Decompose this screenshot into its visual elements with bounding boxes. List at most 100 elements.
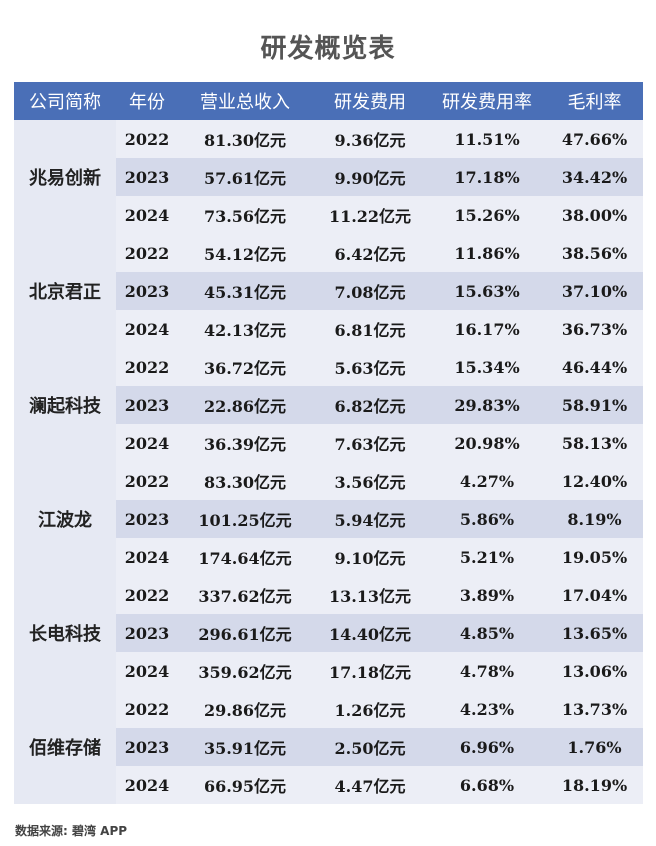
rd-ratio-cell: 17.18% [428, 158, 546, 196]
gross-margin-cell: 13.06% [546, 652, 643, 690]
table-row: 2024 36.39亿元 7.63亿元 20.98% 58.13% [14, 424, 643, 462]
revenue-cell: 35.91亿元 [178, 728, 312, 766]
rd-expense-cell: 6.82亿元 [312, 386, 428, 424]
table-row: 2023 101.25亿元 5.94亿元 5.86% 8.19% [14, 500, 643, 538]
header-rd-ratio: 研发费用率 [428, 82, 546, 120]
gross-margin-cell: 34.42% [546, 158, 643, 196]
revenue-cell: 36.39亿元 [178, 424, 312, 462]
year-cell: 2022 [116, 234, 178, 272]
year-cell: 2023 [116, 272, 178, 310]
header-rd-expense: 研发费用 [312, 82, 428, 120]
gross-margin-cell: 47.66% [546, 120, 643, 158]
gross-margin-cell: 18.19% [546, 766, 643, 804]
rd-ratio-cell: 15.26% [428, 196, 546, 234]
rd-expense-cell: 11.22亿元 [312, 196, 428, 234]
data-source-note: 数据来源: 碧湾 APP [15, 824, 128, 838]
table-row: 2023 45.31亿元 7.08亿元 15.63% 37.10% [14, 272, 643, 310]
revenue-cell: 81.30亿元 [178, 120, 312, 158]
rd-expense-cell: 7.63亿元 [312, 424, 428, 462]
rd-expense-cell: 7.08亿元 [312, 272, 428, 310]
rd-expense-cell: 5.63亿元 [312, 348, 428, 386]
year-cell: 2022 [116, 462, 178, 500]
rd-ratio-cell: 3.89% [428, 576, 546, 614]
revenue-cell: 36.72亿元 [178, 348, 312, 386]
header-revenue: 营业总收入 [178, 82, 312, 120]
gross-margin-cell: 17.04% [546, 576, 643, 614]
rd-ratio-cell: 4.27% [428, 462, 546, 500]
rd-ratio-cell: 11.86% [428, 234, 546, 272]
year-cell: 2022 [116, 690, 178, 728]
year-cell: 2022 [116, 348, 178, 386]
rd-expense-cell: 6.81亿元 [312, 310, 428, 348]
rd-ratio-cell: 11.51% [428, 120, 546, 158]
revenue-cell: 83.30亿元 [178, 462, 312, 500]
gross-margin-cell: 58.91% [546, 386, 643, 424]
rd-ratio-cell: 15.63% [428, 272, 546, 310]
company-name-cell: 长电科技 [14, 576, 116, 690]
table-row: 2024 73.56亿元 11.22亿元 15.26% 38.00% [14, 196, 643, 234]
company-name-cell: 澜起科技 [14, 348, 116, 462]
rd-ratio-cell: 15.34% [428, 348, 546, 386]
revenue-cell: 337.62亿元 [178, 576, 312, 614]
table-row: 2023 57.61亿元 9.90亿元 17.18% 34.42% [14, 158, 643, 196]
company-name-cell: 佰维存储 [14, 690, 116, 804]
gross-margin-cell: 1.76% [546, 728, 643, 766]
table-row: 澜起科技 2022 36.72亿元 5.63亿元 15.34% 46.44% [14, 348, 643, 462]
table-row: 江波龙 2022 83.30亿元 3.56亿元 4.27% 12.40% [14, 462, 643, 576]
year-cell: 2024 [116, 652, 178, 690]
table-row: 兆易创新 2022 81.30亿元 9.36亿元 11.51% 47.66% [14, 120, 643, 234]
gross-margin-cell: 13.65% [546, 614, 643, 652]
rd-expense-cell: 14.40亿元 [312, 614, 428, 652]
year-cell: 2023 [116, 158, 178, 196]
table-row: 2023 296.61亿元 14.40亿元 4.85% 13.65% [14, 614, 643, 652]
year-cell: 2022 [116, 576, 178, 614]
rd-ratio-cell: 20.98% [428, 424, 546, 462]
gross-margin-cell: 13.73% [546, 690, 643, 728]
gross-margin-cell: 12.40% [546, 462, 643, 500]
company-name-cell: 北京君正 [14, 234, 116, 348]
rd-ratio-cell: 29.83% [428, 386, 546, 424]
revenue-cell: 174.64亿元 [178, 538, 312, 576]
rd-ratio-cell: 16.17% [428, 310, 546, 348]
rd-expense-cell: 1.26亿元 [312, 690, 428, 728]
revenue-cell: 73.56亿元 [178, 196, 312, 234]
rd-ratio-cell: 6.68% [428, 766, 546, 804]
revenue-cell: 101.25亿元 [178, 500, 312, 538]
gross-margin-cell: 58.13% [546, 424, 643, 462]
revenue-cell: 22.86亿元 [178, 386, 312, 424]
revenue-cell: 54.12亿元 [178, 234, 312, 272]
revenue-cell: 66.95亿元 [178, 766, 312, 804]
table-row: 2023 35.91亿元 2.50亿元 6.96% 1.76% [14, 728, 643, 766]
gross-margin-cell: 37.10% [546, 272, 643, 310]
gross-margin-cell: 8.19% [546, 500, 643, 538]
revenue-cell: 296.61亿元 [178, 614, 312, 652]
rd-ratio-cell: 4.23% [428, 690, 546, 728]
revenue-cell: 359.62亿元 [178, 652, 312, 690]
rd-expense-cell: 3.56亿元 [312, 462, 428, 500]
year-cell: 2023 [116, 386, 178, 424]
gross-margin-cell: 46.44% [546, 348, 643, 386]
rd-expense-cell: 5.94亿元 [312, 500, 428, 538]
header-company: 公司简称 [14, 82, 116, 120]
revenue-cell: 57.61亿元 [178, 158, 312, 196]
gross-margin-cell: 38.56% [546, 234, 643, 272]
year-cell: 2023 [116, 728, 178, 766]
table-row: 2024 359.62亿元 17.18亿元 4.78% 13.06% [14, 652, 643, 690]
table-row: 2024 174.64亿元 9.10亿元 5.21% 19.05% [14, 538, 643, 576]
header-gross-margin: 毛利率 [546, 82, 643, 120]
rd-ratio-cell: 4.85% [428, 614, 546, 652]
table-row: 北京君正 2022 54.12亿元 6.42亿元 11.86% 38.56% [14, 234, 643, 348]
company-name-cell: 兆易创新 [14, 120, 116, 234]
year-cell: 2024 [116, 424, 178, 462]
year-cell: 2023 [116, 500, 178, 538]
table-row: 长电科技 2022 337.62亿元 13.13亿元 3.89% 17.04% [14, 576, 643, 690]
table-row: 2024 42.13亿元 6.81亿元 16.17% 36.73% [14, 310, 643, 348]
page-title: 研发概览表 [260, 34, 396, 64]
year-cell: 2024 [116, 538, 178, 576]
rd-ratio-cell: 4.78% [428, 652, 546, 690]
rd-expense-cell: 2.50亿元 [312, 728, 428, 766]
rd-expense-cell: 6.42亿元 [312, 234, 428, 272]
company-name-cell: 江波龙 [14, 462, 116, 576]
header-row: 公司简称 年份 营业总收入 研发费用 研发费用率 毛利率 [14, 82, 643, 120]
table-row: 2023 22.86亿元 6.82亿元 29.83% 58.91% [14, 386, 643, 424]
